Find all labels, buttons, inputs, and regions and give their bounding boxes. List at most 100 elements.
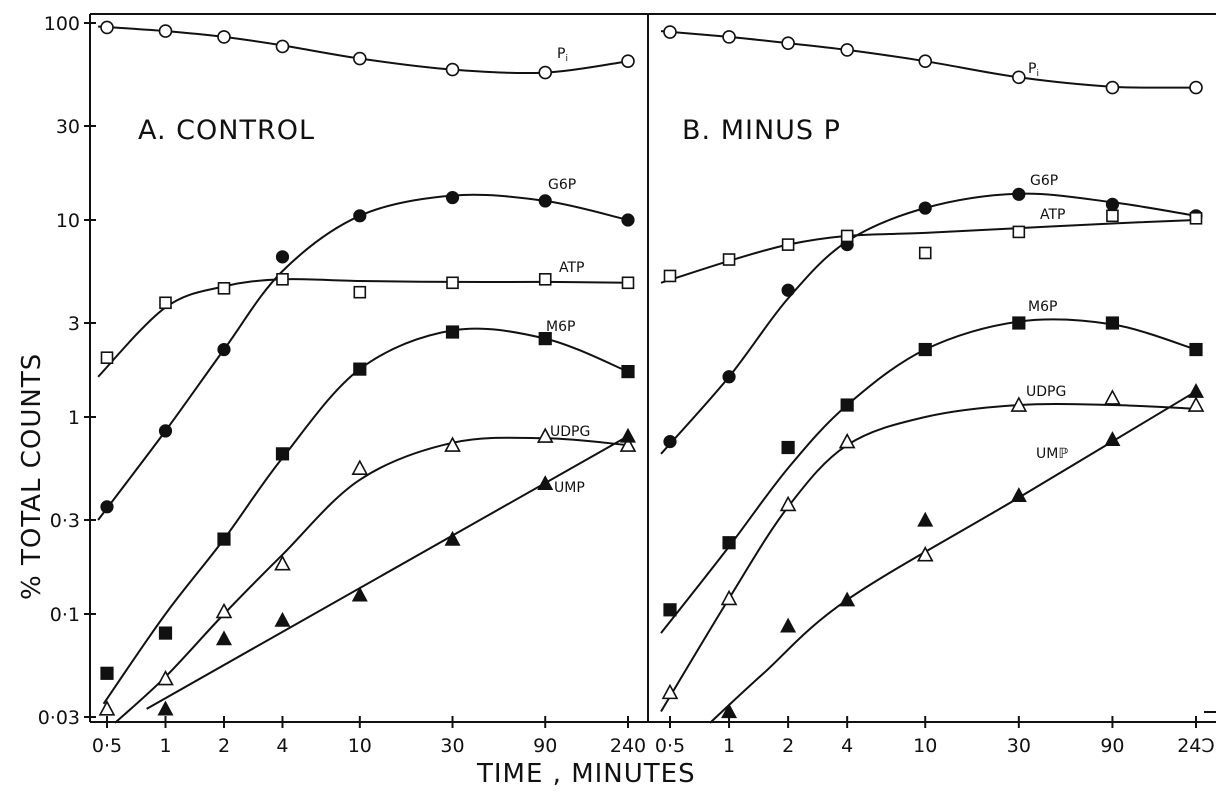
panel-b-ump-point: [839, 591, 856, 607]
panel-a-udpg-curve: [114, 436, 629, 724]
panel-a-atp-point: [353, 285, 367, 299]
label-a-atp: ATP: [559, 260, 584, 276]
panel-a-ump-curve: [146, 435, 629, 710]
panel-a-atp-point: [159, 296, 172, 310]
panel-b-udpg-point: [661, 683, 679, 700]
panel-a-g6p-point: [353, 209, 367, 223]
x-tick-label: 90: [533, 735, 557, 757]
panel-b-pi-point: [663, 25, 677, 39]
panel-b-ump-curve: [709, 390, 1197, 724]
panel-a-m6p-point: [158, 626, 173, 640]
y-tick-label: 0·3: [50, 510, 80, 532]
panel-a-atp-point: [621, 276, 635, 290]
x-tick-label: 240: [610, 735, 646, 757]
y-tick-label: 1: [68, 407, 80, 429]
label-b-g6p: G6P: [1030, 173, 1058, 189]
panel-b-pi-point: [1189, 80, 1203, 95]
panel-a-atp-point: [217, 282, 231, 295]
panel-a-ump-point: [619, 427, 637, 443]
panel-a-udpg-point: [98, 700, 116, 716]
panel-a-m6p-point: [445, 325, 460, 339]
panel-b-atp-point: [840, 229, 854, 243]
panel-b-udpg-point: [720, 589, 738, 606]
panel-a-m6p-point: [100, 666, 114, 680]
y-tick-label: 100: [44, 13, 80, 35]
panel-a-m6p-point: [275, 447, 290, 461]
panel-a-title: A. CONTROL: [138, 115, 315, 146]
label-b-atp: ATP: [1040, 207, 1065, 223]
panel-b-atp-point: [918, 246, 932, 260]
panel-a-udpg-point: [536, 427, 554, 443]
panel-a-udpg-point: [444, 436, 461, 452]
panel-b-pi-point: [722, 30, 736, 44]
panel-b-udpg-point: [1010, 396, 1028, 412]
point-layer: [98, 20, 1205, 719]
panel-b-pi-point: [840, 43, 854, 57]
panel-a-ump-point: [157, 700, 174, 716]
panel-b-atp-point: [1189, 212, 1203, 225]
label-b-m6p: M6P: [1028, 299, 1057, 315]
panel-b-ump-point: [1104, 431, 1121, 446]
panel-a-atp-point: [538, 273, 552, 286]
label-a-pi: Pi: [557, 46, 568, 64]
y-tick-label: 0·1: [50, 604, 80, 626]
panel-b-g6p-point: [918, 201, 932, 215]
x-tick-label: 10: [348, 735, 372, 757]
panel-a-pi-point: [275, 39, 290, 54]
label-b-pi: Pi: [1028, 61, 1039, 79]
panel-b-m6p-point: [663, 603, 677, 617]
panel-b-atp-point: [1106, 209, 1119, 223]
panel-a-atp-point: [100, 351, 114, 364]
panel-b-m6p-point: [781, 440, 795, 455]
panel-b-pi-point: [918, 54, 933, 68]
panel-b-title: B. MINUS P: [682, 115, 841, 146]
x-axis-title: TIME , MINUTES: [476, 759, 696, 789]
panel-b-atp-point: [1012, 225, 1026, 239]
panel-a-m6p-point: [353, 362, 367, 376]
x-tick-label: 0·5: [92, 735, 122, 757]
y-tick-label: 30: [56, 116, 80, 138]
panel-a-g6p-point: [621, 213, 635, 227]
x-tick-label: 1: [723, 735, 735, 757]
x-tick-label: 10: [913, 735, 937, 757]
panel-b-g6p-point: [663, 435, 677, 449]
panel-a-pi-curve: [98, 25, 629, 75]
panel-b-pi-point: [781, 36, 795, 50]
panel-b-g6p-point: [722, 370, 736, 384]
label-a-udpg: UDPG: [550, 424, 590, 440]
panel-a-g6p-point: [538, 194, 552, 208]
panel-b-m6p-point: [840, 398, 854, 412]
label-b-udpg: UDPG: [1026, 384, 1066, 400]
panel-b-ump-point: [780, 617, 797, 633]
panel-a-ump-point: [351, 586, 368, 602]
panel-b-udpg-point: [779, 495, 797, 512]
panel-a-udpg-point: [619, 436, 637, 452]
panel-a-pi-point: [353, 51, 367, 66]
panel-b-udpg-point: [838, 432, 856, 449]
panel-a-g6p-point: [158, 424, 173, 438]
panel-a-pi-point: [621, 54, 635, 68]
panel-a-pi-point: [445, 62, 460, 77]
panel-a-udpg-point: [215, 602, 233, 619]
panel-b-atp-point: [722, 253, 736, 266]
panel-a-g6p-point: [217, 342, 231, 357]
panel-a-udpg-point: [157, 669, 174, 686]
label-b-pi-sub: i: [1036, 69, 1039, 79]
x-tick-label: 2: [782, 735, 794, 757]
panel-a-m6p-point: [538, 332, 552, 346]
panel-a-pi-point: [158, 24, 173, 38]
x-tick-label: 0·5: [655, 735, 685, 757]
panel-a-udpg-point: [351, 459, 369, 475]
panel-a-ump-point: [537, 475, 554, 491]
panel-b-udpg-point: [1187, 396, 1205, 412]
panel-b-ump-point: [1187, 383, 1205, 398]
x-tick-label: 30: [1007, 735, 1031, 757]
label-a-g6p: G6P: [548, 177, 576, 193]
panel-a-m6p-curve: [102, 327, 629, 705]
panel-b-pi-point: [1012, 70, 1026, 85]
x-tick-label: 4: [841, 735, 853, 757]
panel-a-atp-point: [276, 273, 289, 286]
panel-b-m6p-point: [1189, 342, 1203, 357]
label-a-pi-main: P: [557, 46, 565, 62]
